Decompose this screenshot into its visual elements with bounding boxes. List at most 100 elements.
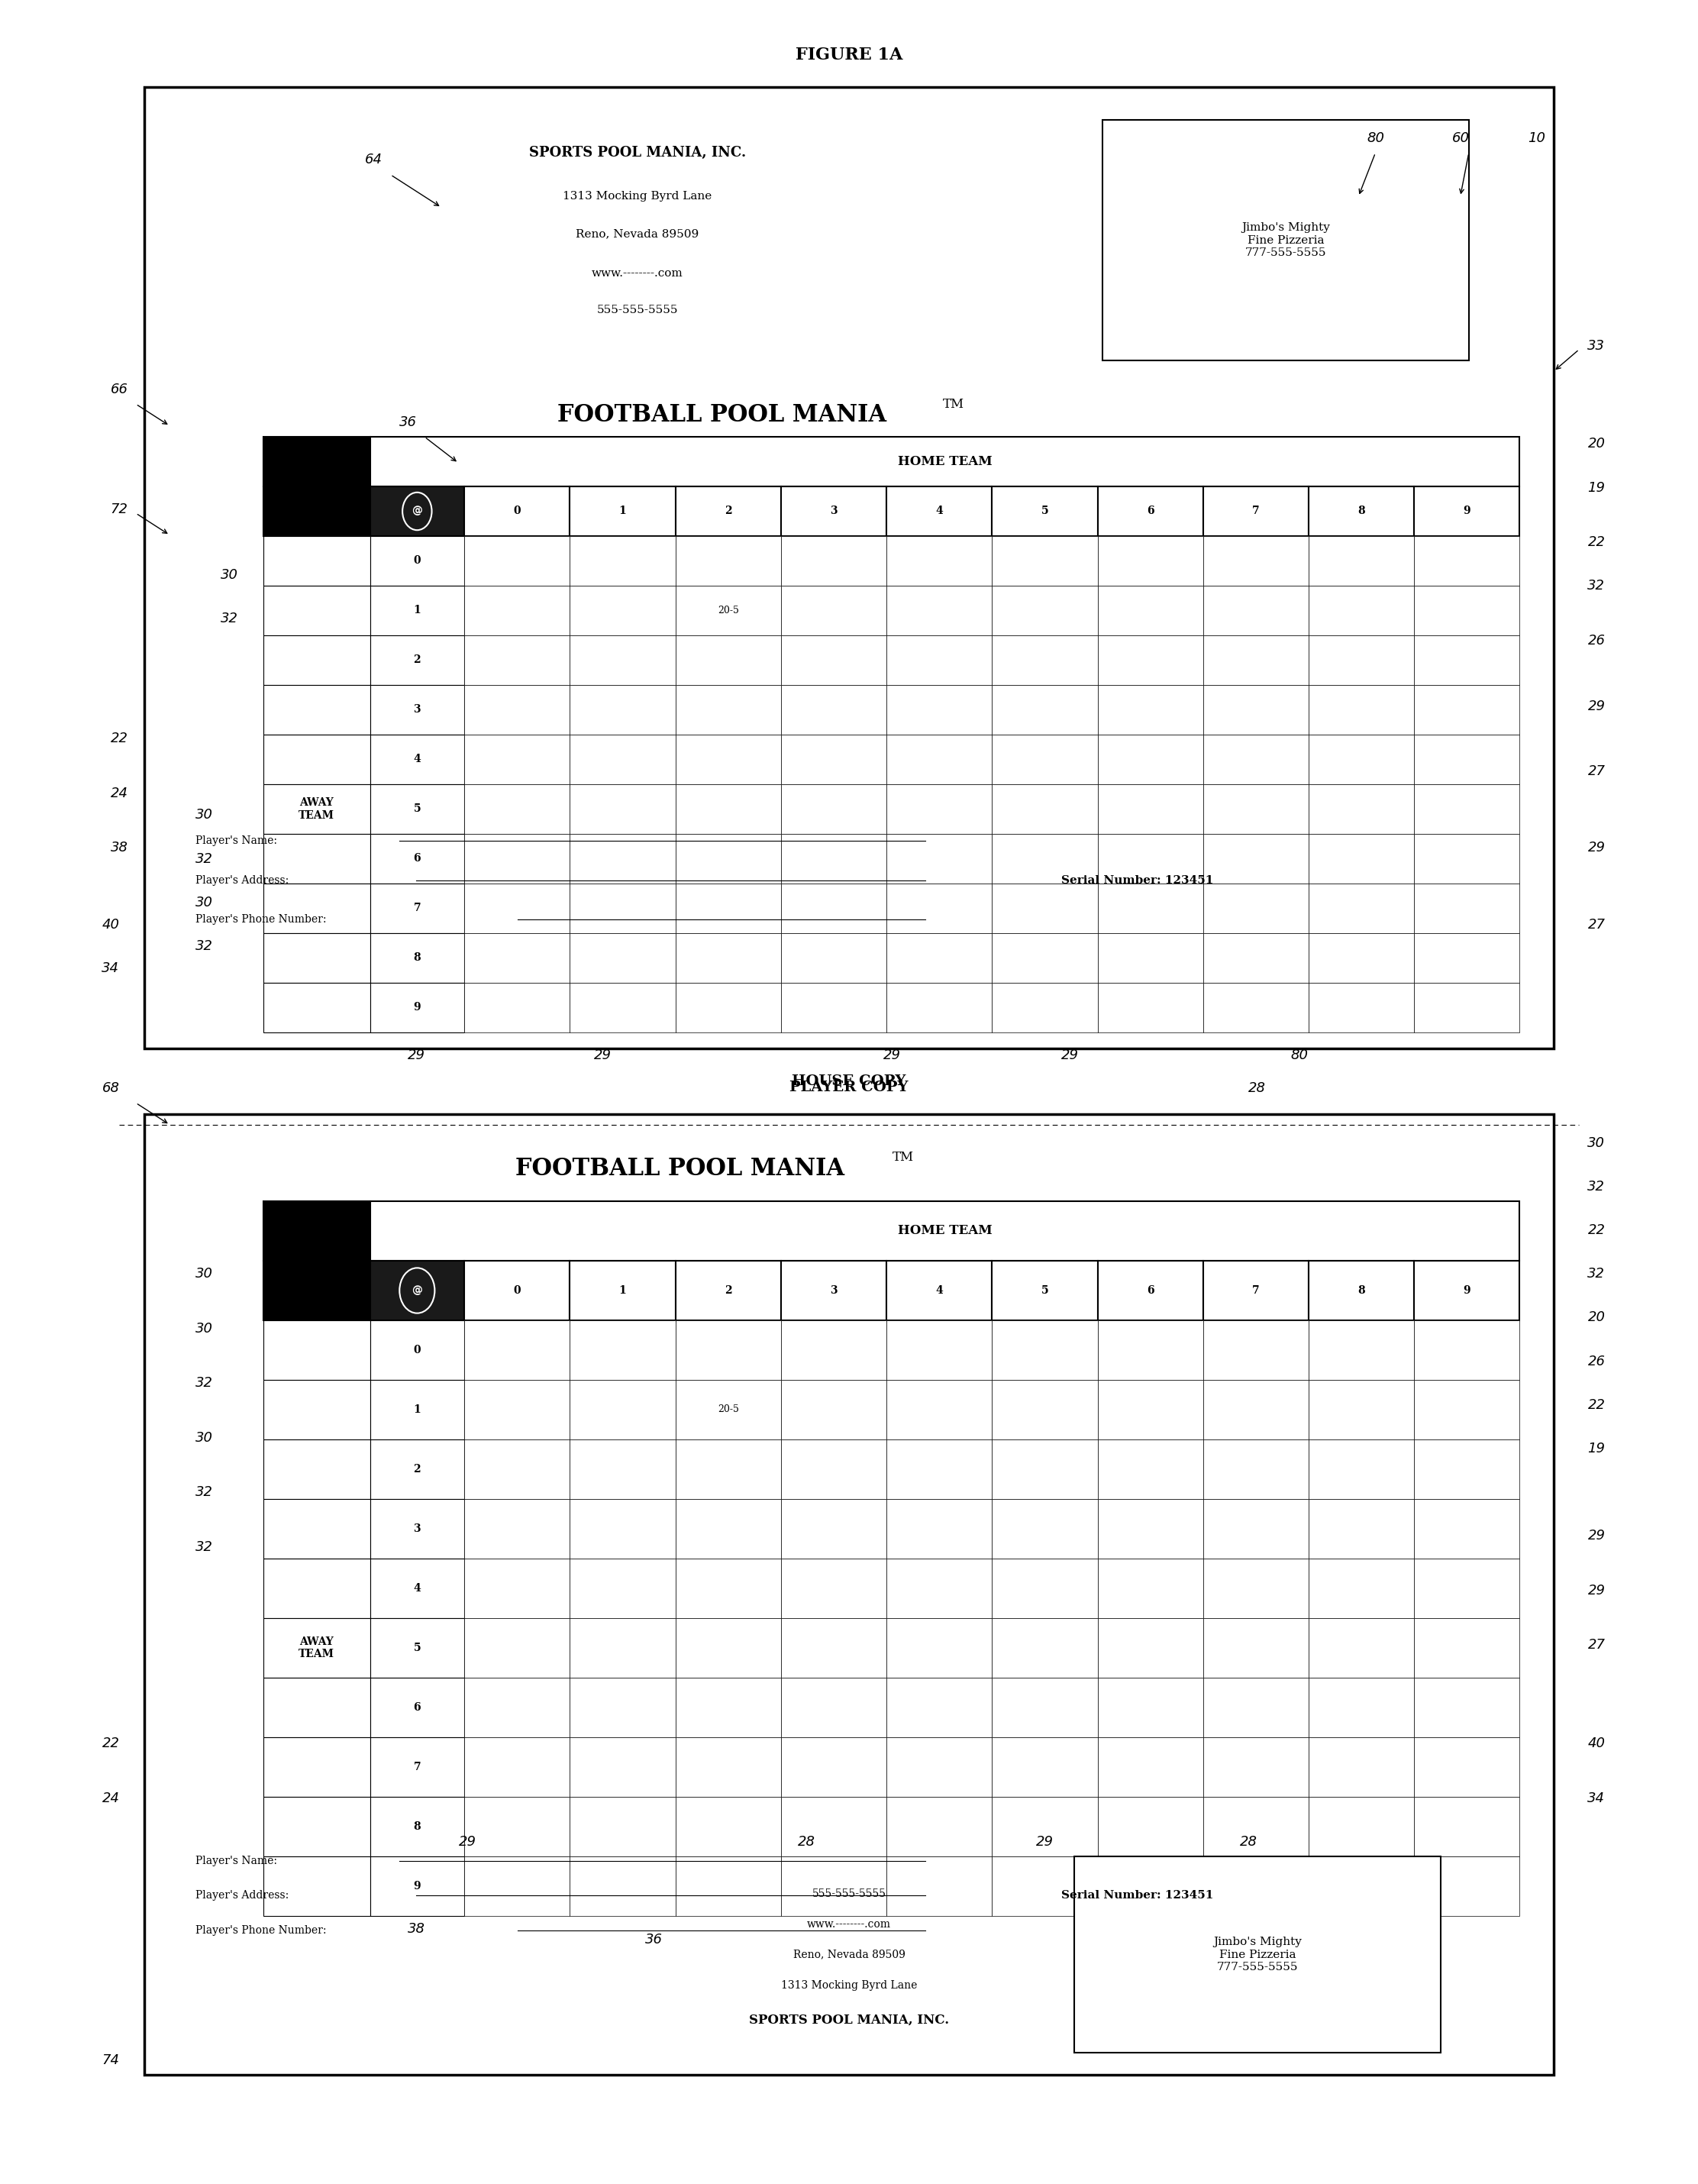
Bar [1414,1260,1520,1321]
Text: 26: 26 [1588,1354,1605,1367]
Text: 1: 1 [618,507,627,518]
Text: 6: 6 [1146,1284,1155,1295]
Text: 1313 Mocking Byrd Lane: 1313 Mocking Byrd Lane [781,1981,917,1990]
Bar [370,487,464,535]
Bar [1309,1797,1414,1856]
Bar [676,734,781,784]
Text: 1: 1 [618,1284,627,1295]
Bar [886,885,992,933]
Bar [1309,983,1414,1033]
Bar [1204,1618,1309,1677]
Text: 4: 4 [413,753,421,764]
Bar [1414,1559,1520,1618]
Bar [571,1380,676,1439]
Bar [263,784,370,834]
Bar [992,1559,1097,1618]
Text: 29: 29 [408,1048,424,1061]
Text: 24: 24 [110,786,127,799]
Bar [1097,1559,1204,1618]
Bar [370,1380,464,1439]
Text: 4: 4 [936,1284,942,1295]
Text: 9: 9 [413,1002,421,1013]
Bar [263,1498,370,1559]
Text: 10: 10 [1528,131,1545,144]
Text: 6: 6 [413,854,421,865]
Text: FOOTBALL POOL MANIA: FOOTBALL POOL MANIA [557,404,886,426]
Bar [571,1736,676,1797]
Text: 29: 29 [1036,1835,1053,1848]
Bar [370,1797,464,1856]
Bar [370,983,464,1033]
Text: 20-5: 20-5 [718,1404,739,1415]
Text: 22: 22 [102,1736,119,1749]
Text: 32: 32 [1588,579,1605,592]
Bar [1097,933,1204,983]
Text: 8: 8 [1358,507,1365,518]
Bar [370,834,464,885]
Bar [370,1559,464,1618]
Text: 0: 0 [513,507,521,518]
Bar [464,1856,571,1915]
Text: 20-5: 20-5 [718,605,739,616]
Text: Player's Phone Number:: Player's Phone Number: [195,1926,326,1935]
Bar [1204,784,1309,834]
Bar [886,1498,992,1559]
Bar [1204,1736,1309,1797]
Bar [370,1321,464,1380]
Text: Player's Address:: Player's Address: [195,876,289,885]
Bar [676,535,781,585]
Bar [992,535,1097,585]
Bar [676,983,781,1033]
Text: HOME TEAM: HOME TEAM [898,454,992,467]
Bar [992,487,1097,535]
Bar [676,585,781,636]
Text: TM: TM [891,1151,914,1164]
Text: 29: 29 [1588,699,1605,712]
Bar [263,834,370,885]
Bar [464,535,571,585]
Bar [781,1736,886,1797]
Bar [781,1260,886,1321]
Bar [781,983,886,1033]
Bar [1097,885,1204,933]
Text: 8: 8 [413,1821,421,1832]
Bar [992,1380,1097,1439]
Bar [1204,487,1309,535]
Bar [992,1498,1097,1559]
Text: Player's Name:: Player's Name: [195,836,277,845]
Bar [1414,1736,1520,1797]
Text: 38: 38 [110,841,127,854]
Bar [781,1618,886,1677]
Text: 1: 1 [413,1404,421,1415]
Text: Player's Address:: Player's Address: [195,1891,289,1900]
Bar [1204,885,1309,933]
Bar [886,1321,992,1380]
Bar [1414,1618,1520,1677]
Bar [1097,1736,1204,1797]
Bar [992,686,1097,734]
Bar [676,1618,781,1677]
Text: 7: 7 [1251,507,1260,518]
Text: 27: 27 [1588,917,1605,930]
Bar [992,636,1097,686]
Bar [263,1201,370,1260]
Bar [992,983,1097,1033]
Bar [370,1677,464,1736]
Bar [464,1618,571,1677]
Bar [992,1736,1097,1797]
Bar [1097,585,1204,636]
Text: 1313 Mocking Byrd Lane: 1313 Mocking Byrd Lane [564,192,711,201]
Bar [992,1321,1097,1380]
Text: 5: 5 [1041,507,1048,518]
Bar [1414,1856,1520,1915]
Text: TM: TM [942,397,964,411]
Bar [781,636,886,686]
Bar [571,834,676,885]
Bar [1204,1797,1309,1856]
Bar [1204,983,1309,1033]
Text: 22: 22 [1588,1398,1605,1411]
Bar [1414,585,1520,636]
Text: 29: 29 [1588,841,1605,854]
Bar [781,686,886,734]
Bar [464,734,571,784]
